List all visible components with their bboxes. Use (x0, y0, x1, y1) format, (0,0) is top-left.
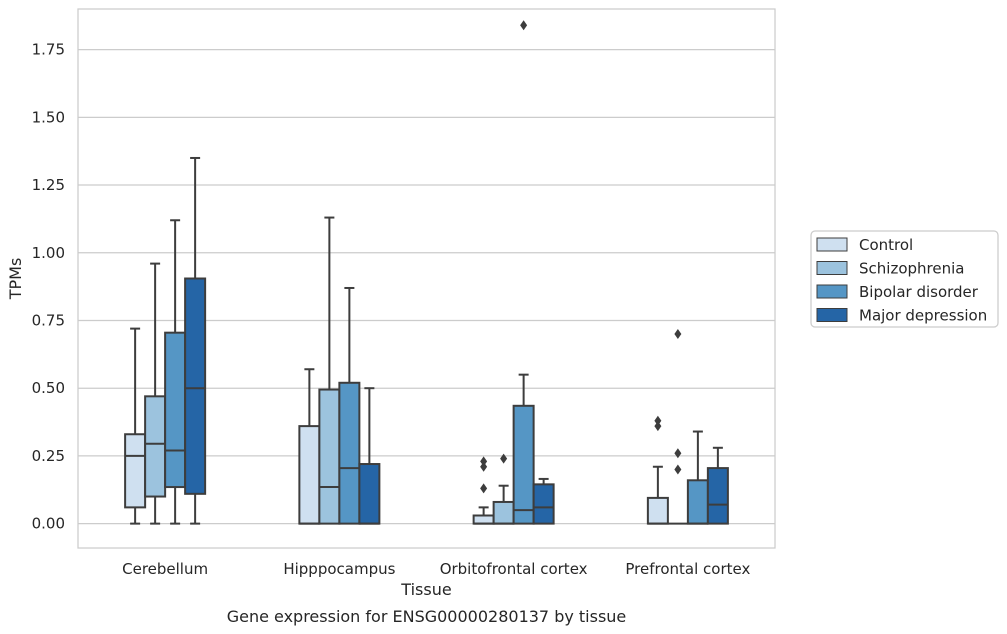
y-tick-label: 0.50 (32, 379, 65, 397)
box-orbitofrontal-cortex-major-depression (532, 477, 555, 525)
box-body (298, 425, 321, 525)
chart-title: Gene expression for ENSG00000280137 by t… (227, 607, 627, 626)
y-tick-label: 1.25 (32, 176, 65, 194)
outlier-point (520, 20, 528, 31)
legend-frame (810, 230, 999, 328)
outlier-point (674, 329, 682, 340)
box-orbitofrontal-cortex-control (472, 456, 495, 525)
legend-swatch (816, 308, 848, 322)
plot-frame (77, 8, 776, 549)
box-hipppocampus-bipolar-disorder (338, 286, 361, 525)
outlier-point (500, 453, 508, 464)
legend-label: Bipolar disorder (859, 283, 979, 301)
box-body (124, 433, 147, 509)
legend-label: Major depression (859, 307, 987, 325)
legend-swatch (816, 284, 848, 299)
box-cerebellum-schizophrenia (144, 262, 167, 525)
x-tick-label: Cerebellum (122, 560, 208, 578)
box-prefrontal-cortex-major-depression (706, 446, 729, 525)
box-body (472, 514, 495, 525)
y-tick-label: 0.25 (32, 447, 65, 465)
box-prefrontal-cortex-schizophrenia (667, 329, 688, 525)
box-hipppocampus-schizophrenia (318, 216, 341, 525)
box-body (358, 463, 381, 525)
x-tick-label: Hipppocampus (283, 560, 395, 578)
x-tick-labels: Cerebellum Hipppocampus Orbitofrontal cort… (122, 560, 750, 578)
box-body (338, 381, 361, 525)
y-tick-labels: 0.00 0.25 0.50 0.75 1.00 1.25 1.50 1.75 (32, 41, 65, 533)
box-cerebellum-control (124, 327, 147, 525)
outlier-point (654, 421, 662, 432)
y-tick-label: 0.75 (32, 311, 65, 329)
legend-label: Schizophrenia (859, 260, 964, 278)
box-body (492, 500, 515, 525)
outlier-point (480, 483, 488, 494)
outlier-point (480, 456, 488, 467)
outlier-point (674, 464, 682, 475)
box-hipppocampus-major-depression (358, 387, 381, 525)
y-tick-label: 1.50 (32, 108, 65, 126)
box-prefrontal-cortex-control (646, 415, 669, 525)
y-tick-label: 1.75 (32, 41, 65, 59)
box-cerebellum-major-depression (184, 156, 207, 525)
box-body (646, 496, 669, 525)
legend-label: Control (859, 236, 913, 254)
box-body (686, 479, 709, 525)
y-tick-label: 1.00 (32, 244, 65, 262)
boxes (124, 20, 729, 525)
box-cerebellum-bipolar-disorder (164, 219, 187, 525)
outlier-point (480, 461, 488, 472)
outlier-point (674, 448, 682, 459)
legend-swatch (816, 237, 848, 252)
y-axis-label: TPMs (6, 258, 25, 301)
box-prefrontal-cortex-bipolar-disorder (686, 430, 709, 525)
box-body (144, 395, 167, 498)
x-tick-label: Prefrontal cortex (625, 560, 750, 578)
box-body (532, 483, 555, 525)
box-hipppocampus-control (298, 368, 321, 525)
box-orbitofrontal-cortex-bipolar-disorder (512, 20, 535, 525)
box-body (318, 388, 341, 525)
box-body (164, 331, 187, 489)
box-body (184, 277, 207, 495)
x-axis-label: Tissue (400, 580, 451, 599)
box-body (512, 404, 535, 525)
legend-swatch (816, 261, 848, 275)
legend: Control Schizophrenia Bipolar disorder Majo… (810, 230, 999, 328)
y-tick-label: 0.00 (32, 515, 65, 533)
box-orbitofrontal-cortex-schizophrenia (492, 453, 515, 525)
outlier-point (654, 415, 662, 426)
x-tick-label: Orbitofrontal cortex (440, 560, 588, 578)
box-body (706, 467, 729, 525)
